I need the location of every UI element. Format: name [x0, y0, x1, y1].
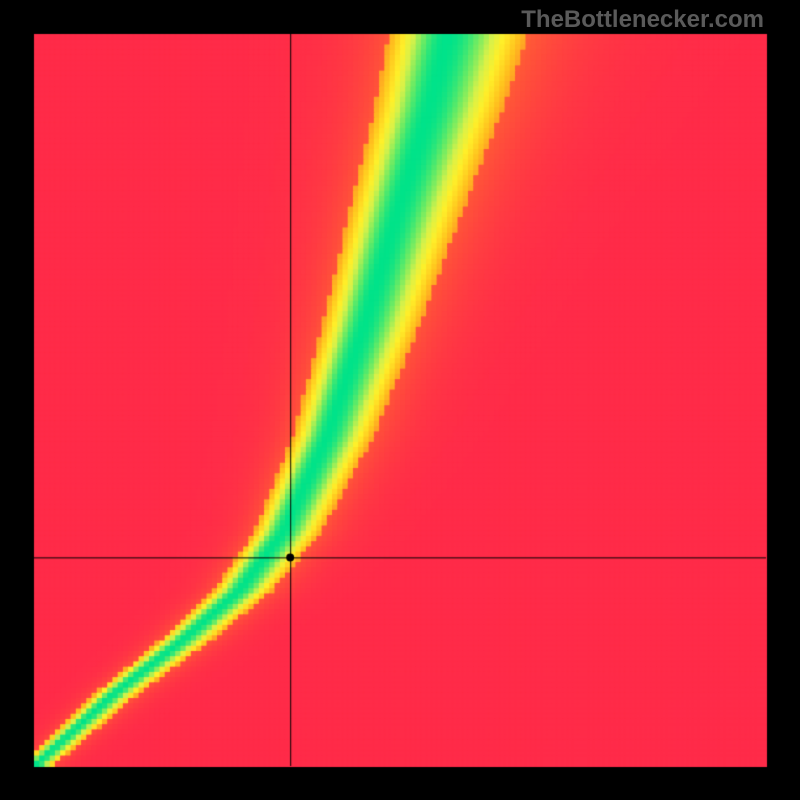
watermark-text: TheBottlenecker.com	[521, 6, 764, 34]
bottleneck-heatmap	[0, 0, 800, 800]
